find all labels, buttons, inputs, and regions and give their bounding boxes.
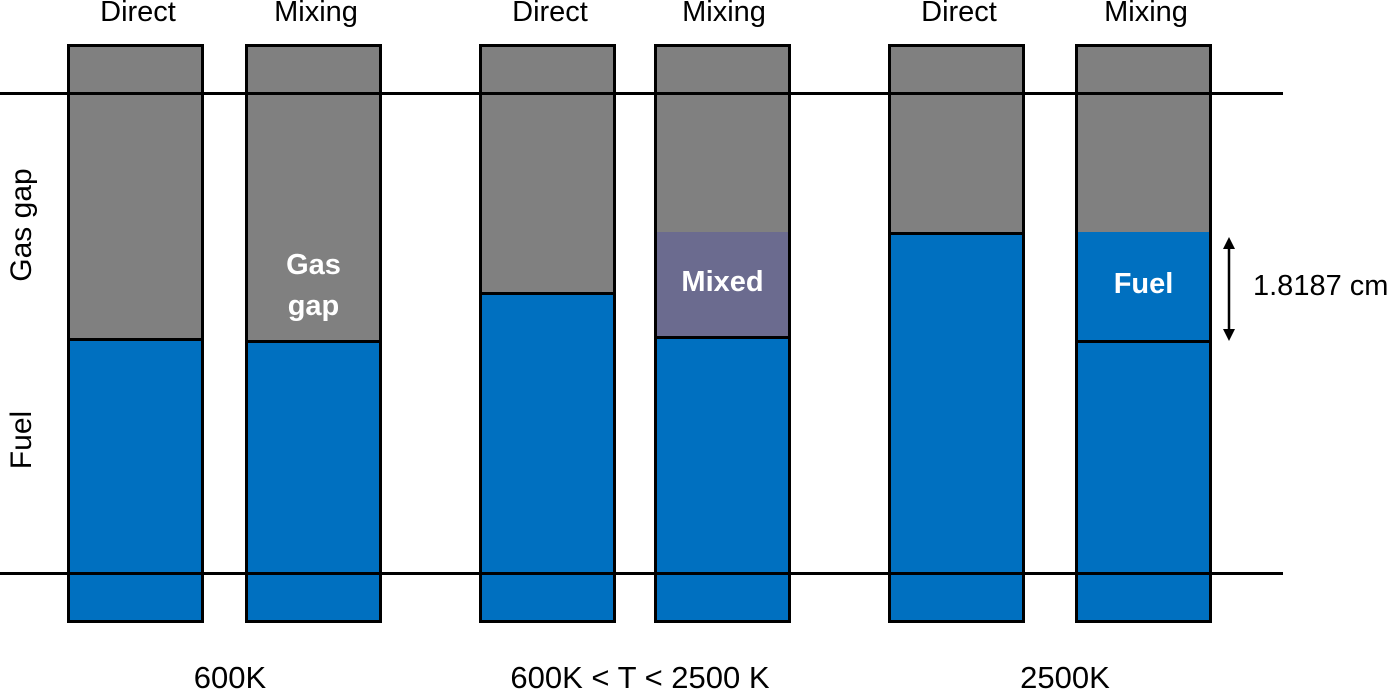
column-header-1: Direct <box>100 0 176 28</box>
bar-mid-mixing: Mixed <box>654 44 791 623</box>
bottom-reference-line <box>0 572 1283 575</box>
group-label-2500k: 2500K <box>1020 660 1110 695</box>
column-header-5: Direct <box>921 0 997 28</box>
gas-gap-label-line2: gap <box>287 290 340 322</box>
gas-gap-region <box>891 47 1022 235</box>
side-label-fuel: Fuel <box>5 410 38 470</box>
mixed-section: Mixed <box>657 232 788 339</box>
column-header-4: Mixing <box>682 0 766 28</box>
fuel-section: Fuel <box>1078 232 1209 343</box>
group-label-intermediate: 600K < T < 2500 K <box>510 660 770 695</box>
column-header-2: Mixing <box>274 0 358 28</box>
gas-gap-label-line1: Gas <box>286 249 341 281</box>
gas-gap-section: Gas gap <box>248 232 379 343</box>
gas-gap-region <box>482 47 613 295</box>
top-reference-line <box>0 92 1283 95</box>
bar-2500k-direct <box>888 44 1025 623</box>
bar-mid-direct <box>479 44 616 623</box>
gas-gap-region <box>248 47 379 235</box>
dimension-label: 1.8187 cm <box>1253 270 1389 302</box>
gas-gap-region <box>657 47 788 235</box>
double-arrow-icon <box>1223 237 1235 341</box>
mixed-label: Mixed <box>681 266 764 298</box>
side-label-gas-gap: Gas gap <box>5 168 38 282</box>
group-label-600k: 600K <box>193 660 267 695</box>
bar-600k-direct <box>67 44 204 623</box>
column-header-6: Mixing <box>1104 0 1188 28</box>
column-header-3: Direct <box>512 0 588 28</box>
gas-gap-region <box>1078 47 1209 235</box>
gas-gap-region <box>70 47 201 341</box>
fuel-label: Fuel <box>1113 268 1174 300</box>
bar-2500k-mixing: Fuel <box>1075 44 1212 623</box>
bar-600k-mixing: Gas gap <box>245 44 382 623</box>
